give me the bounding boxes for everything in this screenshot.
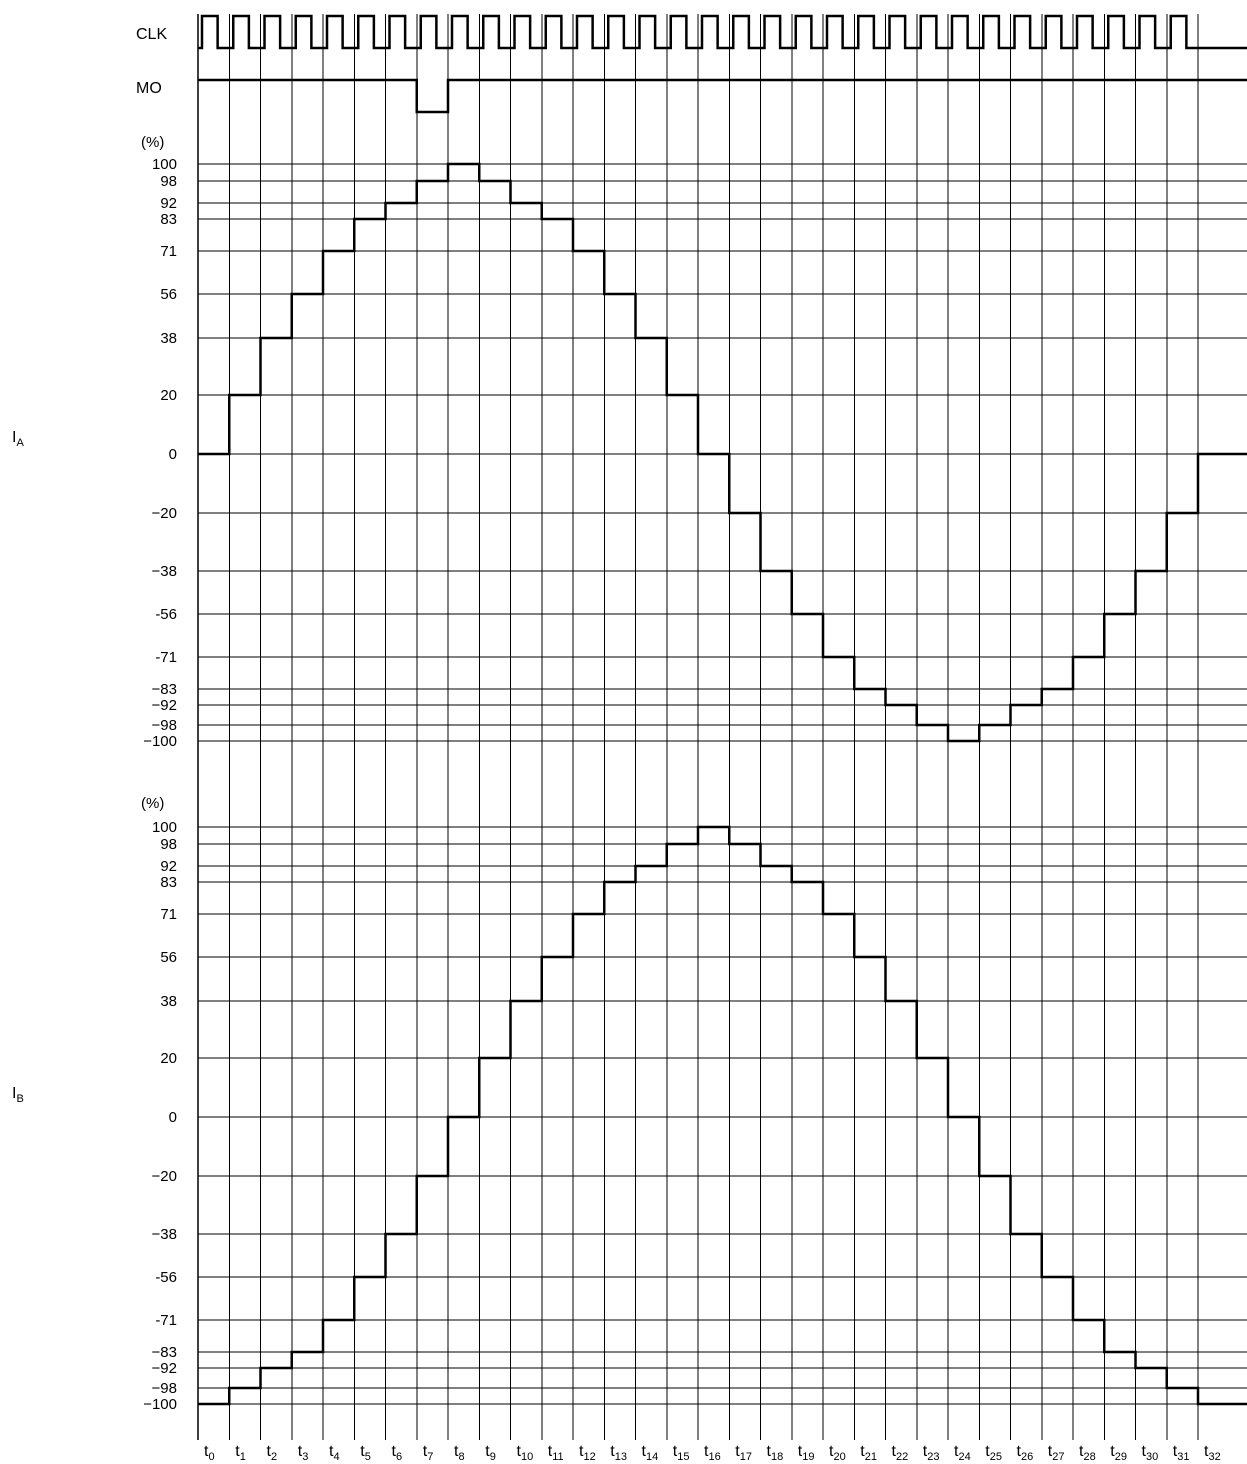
ib-tick-label: 83 [160,874,177,891]
ia-tick-label: −100 [143,733,177,750]
time-tick-label: t7 [423,1443,434,1463]
ib-tick-label: −83 [152,1344,177,1361]
time-tick-label: t12 [579,1443,596,1463]
ib-label: IB [12,1085,24,1105]
ia-tick-label: 83 [160,211,177,228]
time-tick-label: t27 [1048,1443,1065,1463]
time-tick-label: t23 [923,1443,940,1463]
time-tick-label: t20 [829,1443,846,1463]
ia-tick-label: −83 [152,681,177,698]
ib-tick-label: -71 [155,1312,177,1329]
time-tick-label: t13 [610,1443,627,1463]
time-tick-labels: t0 t1 t2 t3 t4 t5 t6 t7 t8 t9 t10 t11 t12 t13 t14 t15 t1… [204,1443,1221,1463]
ia-tick-label: −20 [152,505,177,522]
time-tick-label: t25 [985,1443,1002,1463]
ib-tick-label: −100 [143,1396,177,1413]
time-tick-label: t3 [298,1443,309,1463]
ia-tick-label: 98 [160,173,177,190]
time-tick-label: t19 [798,1443,815,1463]
ib-tick-label: 92 [160,858,177,875]
ib-unit-label: (%) [141,795,164,812]
time-tick-label: t8 [454,1443,465,1463]
ib-tick-label: 20 [160,1050,177,1067]
ia-tick-label: −92 [152,697,177,714]
mo-waveform [198,78,1247,114]
time-tick-label: t1 [235,1443,246,1463]
ib-tick-label: 100 [152,819,177,836]
time-gridlines [197,14,1199,1440]
ib-tick-label: 71 [160,906,177,923]
time-tick-label: t6 [392,1443,403,1463]
ib-tick-label: 98 [160,836,177,853]
time-tick-label: t9 [485,1443,496,1463]
ia-tick-label: 20 [160,387,177,404]
time-tick-label: t26 [1017,1443,1034,1463]
ib-tick-label: 38 [160,993,177,1010]
time-tick-label: t32 [1204,1443,1221,1463]
ia-tick-label: -56 [155,606,177,623]
time-tick-label: t24 [954,1443,971,1463]
time-tick-label: t17 [735,1443,752,1463]
ia-tick-label: 56 [160,286,177,303]
time-tick-label: t11 [548,1443,564,1463]
time-tick-label: t28 [1079,1443,1096,1463]
ia-tick-label: -71 [155,649,177,666]
ib-tick-label: −38 [152,1226,177,1243]
time-tick-label: t22 [892,1443,909,1463]
time-tick-label: t30 [1142,1443,1159,1463]
time-tick-label: t10 [517,1443,534,1463]
time-tick-label: t5 [360,1443,371,1463]
ia-tick-label: 92 [160,195,177,212]
ib-waveform [198,825,1247,1406]
waveforms [198,14,1247,1406]
time-tick-label: t18 [767,1443,784,1463]
ia-label: IA [12,429,24,449]
ia-unit-label: (%) [141,134,164,151]
ia-tick-label: 0 [169,446,177,463]
time-tick-label: t31 [1173,1443,1190,1463]
clk-label: CLK [136,26,167,43]
ib-tick-label: 0 [169,1109,177,1126]
time-tick-label: t14 [642,1443,659,1463]
ib-tick-label: −20 [152,1168,177,1185]
time-tick-label: t15 [673,1443,690,1463]
ia-tick-label: −98 [152,717,177,734]
ia-tick-label: 100 [152,156,177,173]
mo-label: MO [136,80,162,97]
time-tick-label: t29 [1110,1443,1127,1463]
ia-tick-label: −38 [152,563,177,580]
ia-tick-label: 38 [160,330,177,347]
time-tick-label: t0 [204,1443,215,1463]
time-tick-label: t16 [704,1443,721,1463]
time-tick-label: t4 [329,1443,340,1463]
time-tick-label: t2 [267,1443,278,1463]
ia-tick-label: 71 [160,243,177,260]
time-tick-label: t21 [860,1443,877,1463]
ib-tick-label: 56 [160,949,177,966]
ib-tick-label: -56 [155,1269,177,1286]
clk-waveform [198,14,1247,50]
ib-tick-label: −98 [152,1380,177,1397]
ib-tick-label: −92 [152,1360,177,1377]
ia-waveform [198,162,1247,743]
